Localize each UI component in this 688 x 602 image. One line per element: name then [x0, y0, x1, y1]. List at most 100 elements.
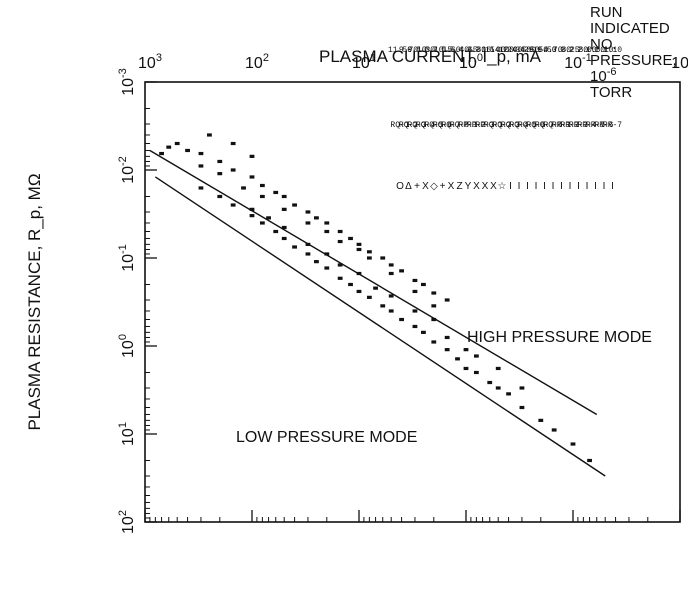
y-axis-label-text: PLASMA RESISTANCE, R_p, MΩ — [25, 173, 44, 430]
x-tick-base: 10 — [459, 55, 477, 72]
y-tick-base: 10 — [120, 166, 137, 184]
y-tick-exp: 0 — [117, 334, 129, 340]
legend-title-line: PRESSURE, — [590, 52, 677, 69]
legend-pressure: 5.60 — [441, 46, 460, 55]
data-point — [388, 263, 394, 267]
x-tick-label: 102 — [245, 52, 269, 72]
legend-run: RQ-7 — [441, 121, 460, 130]
legend-pressure: 4.70 — [543, 46, 562, 55]
legend-title-base: PRESSURE, — [590, 52, 677, 69]
data-point — [259, 221, 265, 225]
data-point — [337, 263, 343, 267]
x-tick-base: 10 — [245, 55, 263, 72]
y-tick-base: 10 — [120, 428, 137, 446]
data-point — [380, 256, 386, 260]
legend-pressure: 3.25 — [560, 46, 579, 55]
legend-symbol: + — [440, 181, 446, 192]
data-point — [324, 252, 330, 256]
data-point — [431, 340, 437, 344]
x-tick-exp: 3 — [156, 52, 162, 64]
data-point — [281, 207, 287, 211]
data-point — [388, 271, 394, 276]
legend-run: RR-7 — [603, 121, 622, 130]
data-point — [337, 229, 343, 234]
data-point — [259, 183, 265, 188]
y-tick-exp: -1 — [117, 244, 129, 254]
x-tick-label: 10-1 — [564, 52, 592, 72]
data-point — [324, 229, 330, 234]
legend-run: RR-5 — [586, 121, 605, 130]
y-tick-label: 102 — [117, 510, 137, 534]
data-point — [551, 428, 557, 432]
low-pressure-mode-annotation: LOW PRESSURE MODE — [236, 429, 417, 446]
data-point — [273, 190, 279, 195]
data-point — [366, 295, 372, 299]
data-point — [230, 141, 236, 146]
legend-pressure: 8.10 — [424, 46, 443, 55]
data-point — [159, 151, 164, 156]
legend-symbol: X — [482, 181, 489, 192]
legend-run: RQ-3 — [501, 121, 520, 130]
legend-symbol: ☆ — [498, 181, 507, 192]
legend-symbol: I — [509, 181, 512, 192]
legend-title-base: INDICATED — [590, 20, 670, 37]
high-pressure-mode-annotation: HIGH PRESSURE MODE — [467, 329, 652, 346]
legend-run: RR-1 — [552, 121, 571, 130]
legend-run: RQ-2 — [399, 121, 418, 130]
x-axis-label: PLASMA CURRENT, I_p, mA — [319, 47, 542, 66]
legend-symbol: I — [560, 181, 563, 192]
legend-run: RQ-2 — [492, 121, 511, 130]
legend-run: RQ-5 — [424, 121, 443, 130]
legend-pressure: 9.10 — [407, 46, 426, 55]
legend-run: RP-2 — [467, 121, 486, 130]
x-tick-base: 10 — [138, 55, 156, 72]
data-point — [356, 242, 362, 246]
data-points — [159, 133, 592, 463]
legend-pressure: 1.10 — [594, 46, 613, 55]
data-point — [281, 225, 287, 230]
legend-title-line: 10-6 — [590, 66, 616, 85]
data-point — [463, 348, 469, 352]
data-point — [356, 289, 362, 294]
legend-pressure: 1.10 — [603, 46, 622, 55]
y-tick-exp: 2 — [117, 510, 129, 516]
y-tick-exp: 1 — [117, 422, 129, 428]
data-point — [230, 203, 236, 207]
legend-pressure: 4.65 — [458, 46, 477, 55]
data-point — [380, 304, 386, 308]
legend-title-base: TORR — [590, 84, 632, 101]
data-point — [366, 250, 372, 254]
legend-title-base: NO. — [590, 36, 617, 53]
data-point — [412, 324, 418, 329]
data-point — [217, 159, 223, 164]
legend-title-line: NO. — [590, 36, 617, 53]
data-point — [473, 354, 479, 358]
x-tick-exp: 1 — [370, 52, 376, 64]
legend-title-line: INDICATED — [590, 20, 670, 37]
legend-run: RQ-1 — [390, 121, 409, 130]
data-point — [259, 194, 265, 199]
data-point — [412, 309, 418, 313]
legend-title-line1: RUN — [590, 4, 623, 21]
legend-run: RP-1 — [458, 121, 477, 130]
legend-run: RQ-5 — [518, 121, 537, 130]
legend-run: RQ-8 — [450, 121, 469, 130]
data-point — [249, 154, 255, 158]
legend-symbol: I — [586, 181, 589, 192]
data-point — [495, 386, 501, 390]
data-point — [519, 386, 525, 390]
legend-symbol: Y — [465, 181, 472, 192]
data-point — [538, 418, 544, 422]
data-point — [348, 282, 353, 287]
legend-pressure: 14.00 — [490, 46, 514, 55]
y-tick-label: 101 — [117, 422, 137, 446]
legend-pressure: 2.00 — [577, 46, 596, 55]
legend-pressure: 1.50 — [586, 46, 605, 55]
data-point — [324, 221, 330, 225]
data-point — [495, 366, 501, 371]
data-point — [241, 186, 246, 190]
data-point — [324, 266, 330, 270]
